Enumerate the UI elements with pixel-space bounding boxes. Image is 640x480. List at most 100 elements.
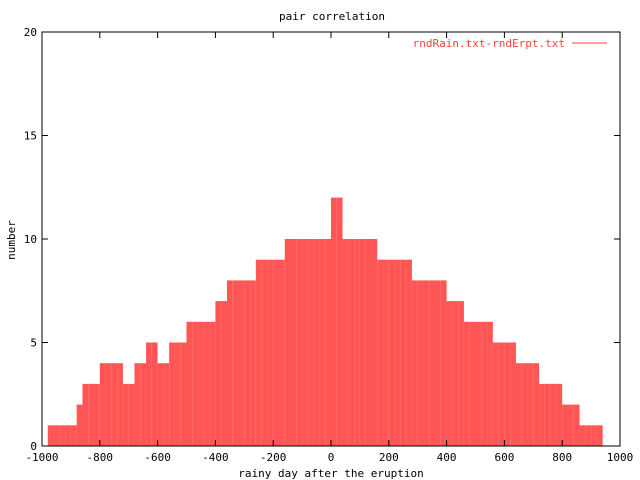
x-tick-label: 600 — [494, 451, 514, 464]
plot-frame — [41, 31, 621, 447]
histogram-bar — [65, 425, 71, 446]
y-tick-label: 15 — [24, 130, 37, 143]
histogram-bar — [348, 239, 355, 446]
histogram-bar — [515, 363, 522, 446]
histogram-bar — [174, 342, 181, 446]
histogram-bar — [284, 239, 291, 446]
legend-label: rndRain.txt-rndErpt.txt — [413, 37, 565, 50]
histogram-bar — [406, 259, 412, 446]
histogram-bar — [273, 259, 279, 446]
histogram-bar — [47, 425, 54, 446]
histogram-bar — [394, 259, 401, 446]
histogram-bar — [544, 383, 551, 446]
histogram-bar — [53, 425, 60, 446]
histogram-bar — [180, 342, 187, 446]
histogram-bar — [76, 404, 83, 446]
histogram-bar — [244, 280, 251, 446]
histogram-bar — [122, 383, 129, 446]
histogram-bar — [70, 425, 77, 446]
x-tick-label: -1000 — [25, 451, 58, 464]
histogram-bar — [481, 321, 488, 446]
histogram-bar — [504, 342, 511, 446]
histogram-bar — [250, 280, 256, 446]
y-tick-label: 10 — [24, 233, 37, 246]
x-tick-label: -400 — [202, 451, 229, 464]
histogram-bar — [359, 239, 366, 446]
histogram-bar — [151, 342, 158, 446]
x-tick-label: 1000 — [607, 451, 634, 464]
histogram-bar — [452, 301, 459, 446]
histogram-bar — [556, 383, 563, 446]
x-tick-label: 200 — [379, 451, 399, 464]
histogram-bar — [226, 280, 233, 446]
histogram-bar — [59, 425, 66, 446]
histogram-bar — [313, 239, 320, 446]
histogram-bar — [331, 197, 337, 446]
histogram-bar — [169, 342, 175, 446]
histogram-bar — [296, 239, 303, 446]
histogram-bar — [117, 363, 123, 446]
histogram-bar — [435, 280, 441, 446]
histogram-bar — [192, 321, 199, 446]
chart-title: pair correlation — [279, 10, 385, 23]
y-tick-label: 0 — [30, 440, 37, 453]
histogram-bar — [278, 259, 285, 446]
histogram-bar — [203, 321, 210, 446]
histogram-bar — [429, 280, 436, 446]
histogram-bar — [319, 239, 326, 446]
x-tick-label: -800 — [87, 451, 114, 464]
histogram-bar — [232, 280, 239, 446]
histogram-bar — [221, 301, 227, 446]
histogram-bar — [105, 363, 112, 446]
histogram-bar — [567, 404, 574, 446]
histogram-bar — [492, 342, 499, 446]
histogram-bar — [99, 363, 106, 446]
histogram-bar — [111, 363, 118, 446]
histogram-bar — [238, 280, 245, 446]
histogram-bar — [365, 239, 372, 446]
histogram-bar — [573, 404, 580, 446]
x-tick-label: 800 — [552, 451, 572, 464]
histogram-bar — [527, 363, 534, 446]
x-tick-label: -600 — [144, 451, 171, 464]
histogram-bar — [163, 363, 170, 446]
histogram-bar — [336, 197, 343, 446]
histogram-bar — [487, 321, 493, 446]
histogram-bar — [469, 321, 476, 446]
histogram-bar — [198, 321, 204, 446]
x-axis-label: rainy day after the eruption — [238, 467, 423, 480]
y-tick-label: 20 — [24, 26, 37, 39]
histogram-bar — [446, 301, 453, 446]
histogram-bar — [146, 342, 152, 446]
histogram-bar — [140, 363, 147, 446]
histogram-bar — [215, 301, 222, 446]
x-tick-label: -200 — [260, 451, 287, 464]
histogram-bar — [562, 404, 568, 446]
histogram-bar — [539, 383, 545, 446]
histogram-bar — [400, 259, 407, 446]
histogram-bar — [128, 383, 135, 446]
histogram-bar — [186, 321, 193, 446]
x-tick-label: 0 — [328, 451, 335, 464]
histogram-bar — [596, 425, 603, 446]
histogram-bar — [579, 425, 586, 446]
histogram-bar — [585, 425, 592, 446]
histogram-bar — [521, 363, 528, 446]
legend: rndRain.txt-rndErpt.txt — [413, 37, 607, 50]
histogram-bar — [255, 259, 262, 446]
histogram-bar — [510, 342, 516, 446]
x-tick-label: 400 — [437, 451, 457, 464]
y-tick-label: 5 — [30, 337, 37, 350]
histogram-bars — [47, 197, 603, 446]
histogram-bar — [458, 301, 464, 446]
histogram-bar — [94, 383, 100, 446]
histogram-bar — [463, 321, 470, 446]
histogram-bar — [209, 321, 216, 446]
histogram-bar — [423, 280, 430, 446]
histogram-bar — [533, 363, 540, 446]
histogram-bar — [417, 280, 424, 446]
y-axis-label: number — [5, 220, 18, 260]
histogram-bar — [307, 239, 314, 446]
histogram-bar — [411, 280, 418, 446]
